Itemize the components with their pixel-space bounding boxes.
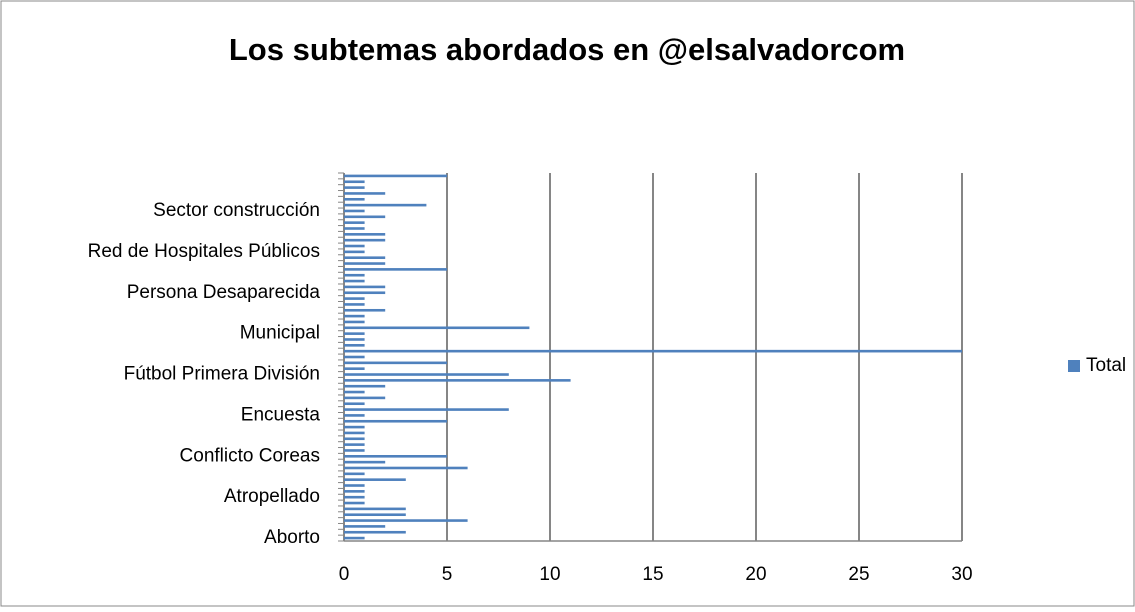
legend-label: Total bbox=[1086, 355, 1126, 376]
bar bbox=[344, 425, 365, 429]
bar bbox=[344, 314, 365, 318]
bar bbox=[344, 373, 509, 376]
bar bbox=[344, 460, 386, 464]
y-tick-label: Conflicto Coreas bbox=[180, 445, 320, 466]
bar bbox=[344, 449, 365, 452]
bar bbox=[344, 390, 365, 394]
y-tick-label: Encuesta bbox=[241, 404, 321, 425]
bar bbox=[344, 484, 365, 487]
bar bbox=[344, 402, 365, 406]
bar bbox=[344, 384, 386, 388]
bar bbox=[344, 203, 427, 207]
bar bbox=[344, 244, 365, 248]
bar bbox=[344, 490, 365, 493]
bar bbox=[344, 209, 365, 213]
bar bbox=[344, 297, 365, 300]
bar bbox=[344, 530, 406, 534]
bar bbox=[344, 285, 386, 289]
bar bbox=[344, 367, 365, 370]
bar bbox=[344, 437, 365, 441]
bar bbox=[344, 197, 365, 201]
bar bbox=[344, 250, 365, 254]
bar bbox=[344, 273, 365, 277]
bar bbox=[344, 519, 468, 522]
bar bbox=[344, 536, 365, 540]
bar bbox=[344, 320, 365, 324]
bar bbox=[344, 227, 365, 230]
bar bbox=[344, 525, 386, 528]
bar bbox=[344, 396, 386, 400]
y-tick-label: Municipal bbox=[240, 323, 320, 344]
bar bbox=[344, 419, 447, 423]
y-tick-label: Fútbol Primera División bbox=[124, 364, 320, 385]
x-tick-label: 15 bbox=[642, 564, 663, 585]
bar bbox=[344, 174, 447, 178]
x-tick-label: 25 bbox=[848, 564, 869, 585]
bar bbox=[344, 268, 447, 271]
bar bbox=[344, 262, 386, 265]
x-tick-label: 0 bbox=[339, 564, 350, 585]
bar bbox=[344, 180, 365, 184]
y-tick-label: Sector construcción bbox=[153, 200, 320, 221]
bar bbox=[344, 349, 962, 353]
bar bbox=[344, 221, 365, 224]
bar bbox=[344, 361, 447, 365]
bar bbox=[344, 308, 386, 312]
x-tick-label: 5 bbox=[442, 564, 453, 585]
bar bbox=[344, 478, 406, 481]
bar bbox=[344, 326, 530, 330]
bar bbox=[344, 513, 406, 517]
bar bbox=[344, 215, 386, 219]
bar bbox=[344, 355, 365, 359]
bar bbox=[344, 379, 571, 382]
bar bbox=[344, 332, 365, 335]
bar bbox=[344, 338, 365, 341]
bar bbox=[344, 279, 365, 283]
bar bbox=[344, 443, 365, 446]
bar bbox=[344, 238, 386, 242]
bar bbox=[344, 414, 365, 417]
y-tick-label: Persona Desaparecida bbox=[127, 282, 321, 303]
bar bbox=[344, 303, 365, 306]
bar bbox=[344, 501, 365, 505]
bar bbox=[344, 472, 365, 476]
bar bbox=[344, 495, 365, 499]
x-tick-label: 20 bbox=[745, 564, 766, 585]
bar bbox=[344, 186, 365, 189]
bar bbox=[344, 408, 509, 411]
bar bbox=[344, 291, 386, 295]
bar bbox=[344, 192, 386, 195]
bar bbox=[344, 233, 386, 236]
bar bbox=[344, 507, 406, 511]
x-tick-label: 10 bbox=[539, 564, 560, 585]
y-tick-label: Atropellado bbox=[224, 486, 320, 507]
x-tick-label: 30 bbox=[951, 564, 972, 585]
y-tick-label: Red de Hospitales Públicos bbox=[88, 241, 320, 262]
bar bbox=[344, 256, 386, 259]
bar bbox=[344, 431, 365, 435]
legend-swatch bbox=[1068, 360, 1080, 372]
bar bbox=[344, 344, 365, 347]
bar bbox=[344, 455, 447, 458]
chart-title: Los subtemas abordados en @elsalvadorcom bbox=[229, 32, 905, 67]
bar bbox=[344, 466, 468, 470]
y-tick-label: Aborto bbox=[264, 527, 320, 548]
